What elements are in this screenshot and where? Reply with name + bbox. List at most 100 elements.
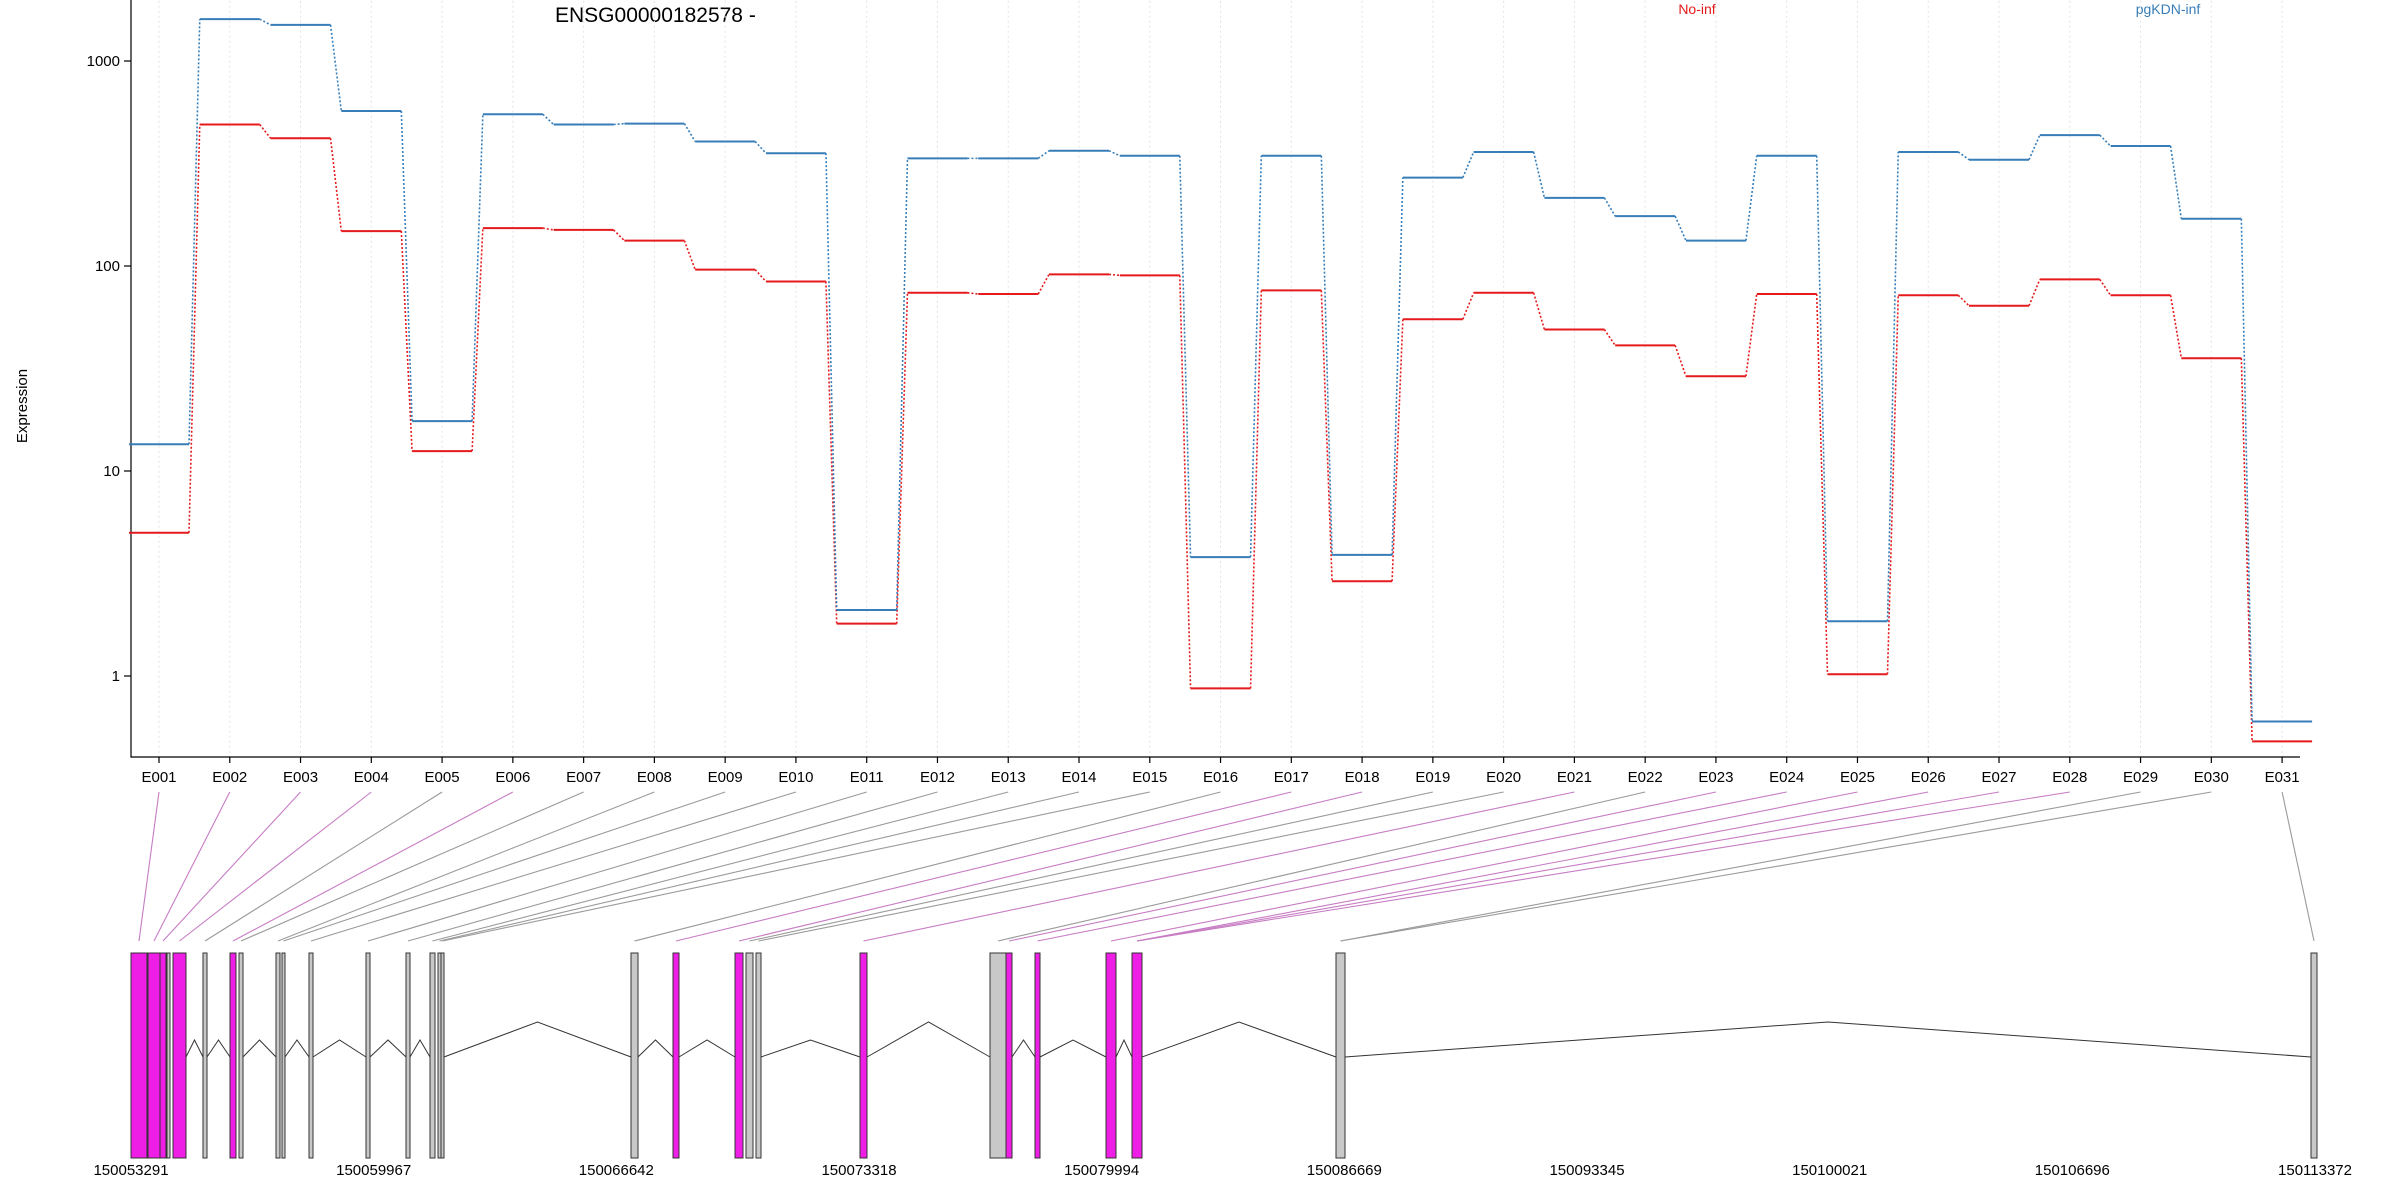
- genomic-coordinate-label: 150093345: [1549, 1162, 1624, 1179]
- exon-box: [202, 952, 208, 1159]
- connector-line: [432, 791, 1009, 942]
- x-tick-label: E003: [283, 769, 318, 786]
- connector-segment: [188, 124, 201, 533]
- x-tick-label: E024: [1769, 769, 1804, 786]
- genomic-coordinate-label: 150073318: [821, 1162, 896, 1179]
- connector-segment: [400, 231, 413, 452]
- splice-junction: [409, 1039, 431, 1058]
- splice-junction: [637, 1039, 674, 1058]
- splice-junction: [284, 1039, 310, 1058]
- splice-junction: [678, 1039, 736, 1058]
- connector-segment: [471, 228, 484, 452]
- connector-segment: [1745, 155, 1758, 241]
- exon-box: [159, 952, 167, 1159]
- legend-entry-no-inf: No-inf: [1678, 1, 1715, 17]
- x-tick-label: E021: [1557, 769, 1592, 786]
- exon-box: [275, 952, 281, 1159]
- x-tick-label: E008: [637, 769, 672, 786]
- exon-box: [672, 952, 680, 1159]
- exon-box: [755, 952, 762, 1159]
- exon-box: [734, 952, 744, 1159]
- x-tick-label: E018: [1345, 769, 1380, 786]
- genomic-coordinate-label: 150113372: [2278, 1162, 2352, 1179]
- connector-line: [2281, 791, 2315, 942]
- x-tick-label: E023: [1698, 769, 1733, 786]
- x-tick-label: E030: [2194, 769, 2229, 786]
- x-tick-label: E019: [1415, 769, 1450, 786]
- connector-line: [138, 791, 160, 942]
- connector-line: [310, 791, 797, 942]
- exon-box: [1335, 952, 1346, 1159]
- connector-line: [204, 791, 443, 942]
- connector-line: [162, 791, 301, 942]
- splice-junction: [185, 1038, 204, 1058]
- connector-segment: [1178, 155, 1192, 558]
- genomic-coordinate-label: 150100021: [1792, 1162, 1867, 1179]
- connector-segment: [1391, 177, 1404, 555]
- connector-segment: [188, 19, 201, 445]
- x-tick-label: E015: [1132, 769, 1167, 786]
- connector-line: [442, 791, 1150, 942]
- connector-segment: [1674, 215, 1687, 241]
- connector-segment: [1462, 151, 1475, 178]
- connector-line: [179, 791, 372, 942]
- connector-segment: [1249, 155, 1263, 558]
- y-axis-label: Expression: [14, 369, 31, 443]
- splice-junction: [760, 1039, 861, 1058]
- splice-junction: [443, 1021, 632, 1058]
- connector-segment: [1532, 151, 1546, 199]
- connector-segment: [1249, 290, 1263, 689]
- connector-line: [439, 791, 1080, 942]
- x-tick-label: E028: [2052, 769, 2087, 786]
- connector-line: [863, 791, 1575, 942]
- connector-segment: [1108, 150, 1121, 157]
- genomic-coordinate-label: 150086669: [1307, 1162, 1382, 1179]
- splice-junction: [312, 1039, 367, 1058]
- chart-title: ENSG00000182578 -: [555, 4, 756, 27]
- exon-box: [172, 952, 187, 1159]
- connector-line: [634, 791, 1221, 942]
- y-tick-label: 1000: [87, 53, 120, 70]
- connector-segment: [329, 24, 343, 112]
- connector-line: [240, 791, 584, 942]
- connector-line: [1110, 791, 1858, 942]
- connector-segment: [1532, 292, 1546, 330]
- connector-segment: [1674, 345, 1687, 377]
- genomic-coordinate-label: 150106696: [2035, 1162, 2110, 1179]
- connector-segment: [1037, 274, 1050, 295]
- connector-segment: [2169, 145, 2183, 219]
- axes: 1 10 100 1000 E001 E002 E003 E004 E005 E006 E007 E0…: [87, 0, 2300, 786]
- connector-segment: [471, 114, 484, 422]
- exon-box: [238, 952, 244, 1159]
- y-tick-label: 1: [112, 668, 120, 685]
- connector-segment: [1886, 151, 1900, 622]
- splice-junction: [242, 1039, 277, 1058]
- connector-segment: [542, 113, 555, 126]
- connector-line: [1037, 791, 1787, 942]
- splice-junction: [206, 1039, 231, 1058]
- connector-line: [738, 791, 1363, 942]
- connector-line: [407, 791, 938, 942]
- connector-segment: [2099, 278, 2112, 296]
- connector-line: [997, 791, 1646, 942]
- series-lines: [129, 18, 2313, 743]
- connector-line: [1340, 791, 2212, 942]
- connector-line: [277, 791, 655, 942]
- connector-segment: [1320, 155, 1333, 555]
- genomic-coordinate-label: 150079994: [1064, 1162, 1139, 1179]
- connector-segment: [825, 153, 838, 610]
- connector-segment: [967, 292, 979, 295]
- exon-box: [1005, 952, 1013, 1159]
- connector-segment: [825, 281, 838, 624]
- x-tick-label: E012: [920, 769, 955, 786]
- x-tick-label: E016: [1203, 769, 1238, 786]
- exon-box: [1034, 952, 1041, 1159]
- connector-line: [283, 791, 726, 942]
- x-tick-label: E006: [495, 769, 530, 786]
- connector-segment: [1815, 293, 1829, 675]
- x-tick-label: E025: [1840, 769, 1875, 786]
- x-tick-label: E017: [1274, 769, 1309, 786]
- legend-entry-pgkdn-inf: pgKDN-inf: [2136, 1, 2201, 17]
- exon-box: [308, 952, 314, 1159]
